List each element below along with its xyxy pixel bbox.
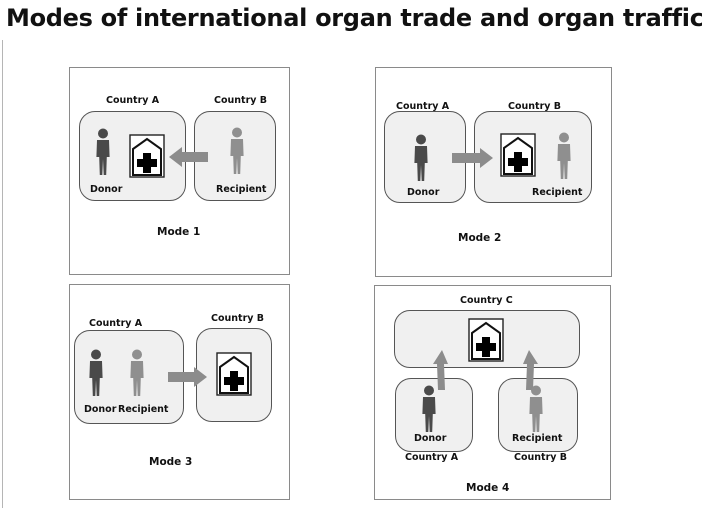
mode-1-country-a-label: Country A (106, 95, 160, 106)
recipient-person-icon (230, 127, 244, 174)
mode-4-donor-label: Donor (414, 433, 447, 444)
arrow-up-icon (433, 350, 448, 390)
page-title: Modes of international organ trade and o… (6, 4, 702, 32)
mode-1-label: Mode 1 (157, 226, 201, 238)
mode-3-country-b-label: Country B (211, 313, 264, 324)
mode-3-label: Mode 3 (149, 456, 193, 468)
recipient-person-icon (557, 132, 571, 179)
mode-3-recipient-label: Recipient (118, 404, 169, 415)
donor-person-icon (89, 349, 103, 396)
mode-2-country-a-label: Country A (396, 101, 450, 112)
mode-4-recipient-label: Recipient (512, 433, 563, 444)
arrow-right-icon (168, 367, 207, 387)
mode-3-country-a-label: Country A (89, 318, 143, 329)
arrow-left-icon (169, 147, 208, 167)
arrow-right-icon (452, 148, 493, 168)
mode-2-donor-label: Donor (407, 187, 440, 198)
donor-person-icon (414, 134, 428, 181)
mode-3-donor-label: Donor (84, 404, 117, 415)
mode-4-country-a-label: Country A (405, 452, 459, 463)
mode-2-country-b-label: Country B (508, 101, 561, 112)
recipient-person-icon (529, 385, 543, 432)
mode-4-country-a-box (395, 378, 473, 452)
mode-1-recipient-label: Recipient (216, 184, 267, 195)
hospital-icon (216, 352, 252, 396)
mode-1-country-b-label: Country B (214, 95, 267, 106)
arrow-up-icon (523, 350, 538, 390)
hospital-icon (129, 134, 165, 178)
donor-person-icon (422, 385, 436, 432)
mode-4-country-b-label: Country B (514, 452, 567, 463)
donor-person-icon (96, 128, 110, 175)
mode-4-label: Mode 4 (466, 482, 510, 494)
mode-2-label: Mode 2 (458, 232, 502, 244)
mode-1-donor-label: Donor (90, 184, 123, 195)
mode-4-country-c-label: Country C (460, 295, 513, 306)
recipient-person-icon (130, 349, 144, 396)
hospital-icon (500, 133, 536, 177)
hospital-icon (468, 318, 504, 362)
page-edge-rule (2, 40, 3, 508)
mode-2-recipient-label: Recipient (532, 187, 583, 198)
